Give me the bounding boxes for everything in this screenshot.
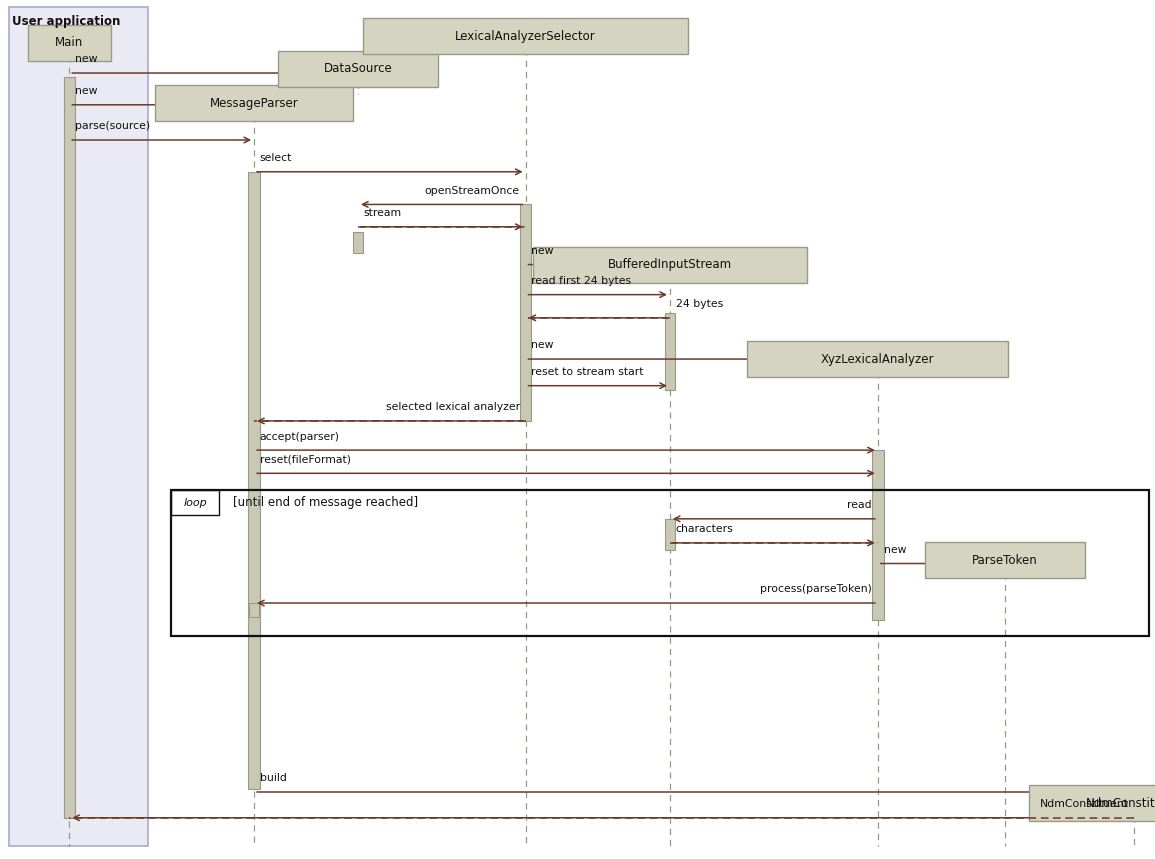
Text: Main: Main xyxy=(55,36,83,50)
Text: reset(fileFormat): reset(fileFormat) xyxy=(260,454,351,465)
FancyBboxPatch shape xyxy=(278,51,438,87)
Text: MessageParser: MessageParser xyxy=(210,96,298,110)
Text: new: new xyxy=(75,86,97,96)
Text: NdmConstituent: NdmConstituent xyxy=(1040,799,1128,809)
Text: new: new xyxy=(75,54,97,64)
Text: openStreamOnce: openStreamOnce xyxy=(425,186,520,196)
Text: DataSource: DataSource xyxy=(323,62,393,76)
Text: NdmConstituent: NdmConstituent xyxy=(1086,796,1155,810)
FancyBboxPatch shape xyxy=(155,85,353,121)
Text: User application: User application xyxy=(12,15,120,28)
Text: new: new xyxy=(531,246,553,256)
Text: BufferedInputStream: BufferedInputStream xyxy=(608,258,732,271)
FancyBboxPatch shape xyxy=(665,313,675,390)
FancyBboxPatch shape xyxy=(1029,785,1155,821)
FancyBboxPatch shape xyxy=(248,172,260,789)
FancyBboxPatch shape xyxy=(665,519,675,550)
FancyBboxPatch shape xyxy=(363,18,688,54)
FancyBboxPatch shape xyxy=(747,341,1008,377)
FancyBboxPatch shape xyxy=(925,542,1085,578)
Text: reset to stream start: reset to stream start xyxy=(531,367,643,377)
Text: new: new xyxy=(884,545,906,555)
Text: 24 bytes: 24 bytes xyxy=(676,299,723,309)
Text: accept(parser): accept(parser) xyxy=(260,431,340,442)
Text: ParseToken: ParseToken xyxy=(973,553,1037,567)
Text: select: select xyxy=(260,153,292,163)
FancyBboxPatch shape xyxy=(1000,560,1009,576)
FancyBboxPatch shape xyxy=(353,232,363,253)
Text: stream: stream xyxy=(364,208,402,218)
Text: XyzLexicalAnalyzer: XyzLexicalAnalyzer xyxy=(821,352,934,366)
FancyBboxPatch shape xyxy=(64,77,75,818)
Text: loop: loop xyxy=(184,497,207,508)
Text: new: new xyxy=(531,340,553,350)
FancyBboxPatch shape xyxy=(532,247,806,283)
Text: process(parseToken): process(parseToken) xyxy=(760,584,872,594)
Text: LexicalAnalyzerSelector: LexicalAnalyzerSelector xyxy=(455,29,596,43)
Text: [until end of message reached]: [until end of message reached] xyxy=(233,496,418,509)
Text: read: read xyxy=(848,500,872,510)
FancyBboxPatch shape xyxy=(872,450,884,620)
FancyBboxPatch shape xyxy=(9,7,148,846)
FancyBboxPatch shape xyxy=(520,204,531,421)
Text: read first 24 bytes: read first 24 bytes xyxy=(531,276,632,286)
Text: build: build xyxy=(260,773,286,783)
FancyBboxPatch shape xyxy=(249,603,259,617)
Text: selected lexical analyzer: selected lexical analyzer xyxy=(386,402,520,412)
Text: parse(source): parse(source) xyxy=(75,121,150,131)
Text: characters: characters xyxy=(676,524,733,534)
FancyBboxPatch shape xyxy=(28,25,111,61)
